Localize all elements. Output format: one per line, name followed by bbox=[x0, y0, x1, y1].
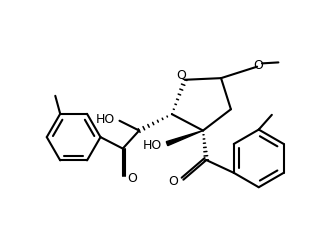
Text: O: O bbox=[253, 59, 263, 71]
Text: O: O bbox=[176, 69, 186, 82]
Polygon shape bbox=[166, 130, 203, 146]
Text: HO: HO bbox=[143, 139, 162, 152]
Text: HO: HO bbox=[95, 113, 115, 125]
Text: O: O bbox=[128, 172, 138, 185]
Text: O: O bbox=[169, 175, 178, 188]
